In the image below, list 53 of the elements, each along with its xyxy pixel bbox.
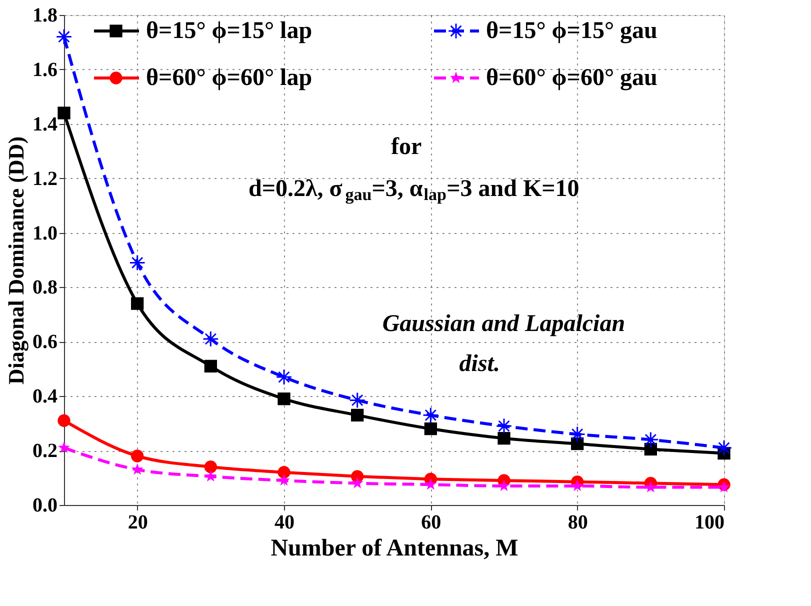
point bbox=[644, 480, 657, 492]
point bbox=[718, 480, 730, 492]
y-tick-label: 1.4 bbox=[32, 113, 58, 136]
legend-label: θ=60° ϕ=60° lap bbox=[146, 65, 312, 91]
point bbox=[422, 407, 439, 424]
point bbox=[278, 392, 290, 406]
point bbox=[351, 408, 364, 422]
y-tick-label: 0.6 bbox=[32, 331, 58, 354]
legend-label: θ=60° ϕ=60° gau bbox=[486, 65, 658, 91]
point bbox=[278, 474, 290, 486]
y-tick-label: 1.6 bbox=[32, 58, 58, 81]
y-axis-title: Diagonal Dominance (DD) bbox=[4, 136, 28, 385]
point bbox=[131, 450, 144, 462]
point bbox=[278, 466, 290, 479]
point bbox=[202, 330, 219, 348]
point bbox=[129, 254, 146, 271]
point bbox=[498, 480, 510, 492]
y-tick-label: 0.0 bbox=[32, 494, 58, 516]
point bbox=[58, 442, 70, 453]
point bbox=[349, 392, 366, 408]
point bbox=[131, 297, 144, 310]
point bbox=[496, 418, 512, 434]
legend-label: θ=15° ϕ=15° lap bbox=[146, 18, 312, 44]
x-tick-label: 60 bbox=[421, 512, 442, 534]
x-tick-label: 80 bbox=[568, 512, 588, 534]
annotation: Gaussian and Lapalcian bbox=[382, 311, 626, 337]
x-tick-label: 40 bbox=[274, 512, 294, 534]
point bbox=[204, 360, 217, 372]
y-tick-label: 1.0 bbox=[32, 222, 58, 244]
point bbox=[204, 460, 217, 474]
point bbox=[131, 463, 144, 475]
y-tick-label: 0.4 bbox=[32, 386, 58, 408]
annotation: for bbox=[391, 134, 422, 160]
x-tick-label: 20 bbox=[128, 512, 148, 534]
point bbox=[424, 422, 437, 436]
point bbox=[498, 432, 510, 445]
point bbox=[351, 476, 364, 488]
point bbox=[58, 414, 70, 427]
point bbox=[571, 480, 584, 492]
legend-label: θ=15° ϕ=15° gau bbox=[486, 18, 658, 44]
x-tick-label: 100 bbox=[694, 512, 724, 534]
y-tick-label: 1.2 bbox=[32, 168, 58, 190]
y-tick-label: 0.8 bbox=[32, 276, 58, 299]
y-tick-label: 1.8 bbox=[32, 4, 58, 26]
point bbox=[716, 440, 732, 456]
x-axis-title: Number of Antennas, M bbox=[270, 536, 518, 562]
point bbox=[56, 28, 72, 45]
point bbox=[276, 368, 292, 386]
y-tick-label: 0.2 bbox=[32, 440, 58, 462]
point bbox=[58, 106, 70, 120]
point bbox=[424, 478, 437, 490]
annotation: dist. bbox=[459, 351, 500, 377]
point bbox=[204, 470, 217, 482]
